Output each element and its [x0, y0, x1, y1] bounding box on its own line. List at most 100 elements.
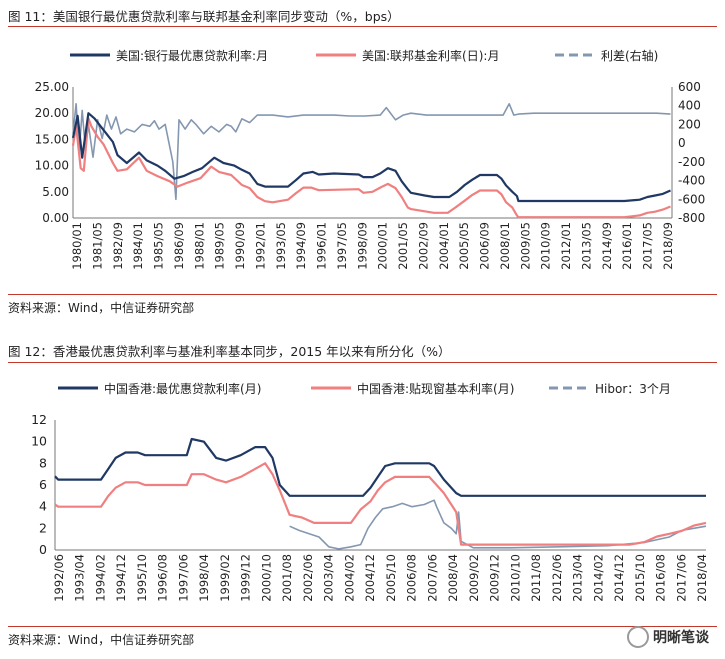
x-tick-label: 1994/02 [93, 554, 107, 602]
x-tick-label: 1993/05 [274, 222, 288, 270]
y-left-tick-label: 15.00 [35, 132, 69, 146]
x-tick-label: 2001/08 [280, 554, 294, 602]
y-tick-label: 12 [31, 412, 47, 427]
y-right-tick-label: 600 [678, 80, 701, 94]
x-tick-label: 2012/01 [559, 222, 573, 270]
x-tick-label: 1997/06 [176, 554, 190, 602]
x-tick-label: 2008/04 [446, 554, 460, 602]
y-right-tick-label: 400 [678, 99, 701, 113]
x-tick-label: 1988/01 [192, 222, 206, 270]
x-tick-label: 1994/09 [294, 222, 308, 270]
x-tick-label: 1992/06 [52, 554, 66, 602]
x-tick-label: 1998/04 [197, 554, 211, 602]
wechat-logo-icon [627, 626, 649, 648]
x-tick-label: 2002/09 [416, 222, 430, 270]
y-tick-label: 0 [39, 542, 47, 557]
series-line [71, 117, 671, 219]
x-tick-label: 1986/09 [172, 222, 186, 270]
series-line [54, 462, 707, 546]
x-tick-label: 1989/05 [213, 222, 227, 270]
legend-label: Hibor：3个月 [595, 382, 671, 396]
x-tick-label: 2017/06 [674, 554, 688, 602]
x-tick-label: 1993/04 [73, 554, 87, 602]
series-line [72, 103, 671, 201]
x-tick-label: 2014/02 [591, 554, 605, 602]
x-tick-label: 2018/09 [661, 222, 675, 270]
x-tick-label: 2008/01 [498, 222, 512, 270]
x-tick-label: 2011/08 [529, 554, 543, 602]
x-tick-label: 2009/02 [467, 554, 481, 602]
x-tick-label: 2006/09 [478, 222, 492, 270]
x-tick-label: 1981/05 [90, 222, 104, 270]
watermark-text: 明晰笔谈 [653, 630, 709, 646]
x-tick-label: 2014/09 [600, 222, 614, 270]
x-tick-label: 2004/12 [363, 554, 377, 602]
y-tick-label: 10 [31, 434, 47, 449]
figure1-title-rule [8, 26, 717, 27]
figure2-source: 资料来源：Wind，中信证券研究部 [8, 633, 195, 647]
figure1-source: 资料来源：Wind，中信证券研究部 [8, 301, 195, 315]
y-right-tick-label: -600 [678, 192, 705, 206]
legend-label: 利差(右轴) [601, 48, 658, 63]
x-tick-label: 2000/01 [376, 222, 390, 270]
x-tick-label: 2016/01 [620, 222, 634, 270]
figure1-chart: 美国:银行最优惠贷款利率:月 美国:联邦基金利率(日):月 利差(右轴) 0.00 5.… [35, 48, 706, 270]
x-tick-label: 1985/05 [152, 222, 166, 270]
x-tick-label: 2010/10 [508, 554, 522, 602]
y-tick-label: 4 [39, 499, 47, 514]
x-tick-label: 1982/09 [111, 222, 125, 270]
x-tick-label: 1984/01 [131, 222, 145, 270]
x-tick-label: 2004/02 [342, 554, 356, 602]
x-tick-label: 1998/09 [355, 222, 369, 270]
x-tick-label: 1997/05 [335, 222, 349, 270]
y-tick-label: 6 [39, 477, 47, 492]
y-left-tick-label: 10.00 [35, 159, 69, 173]
y-left-tick-label: 5.00 [42, 185, 69, 199]
y-left-tick-label: 20.00 [35, 106, 69, 120]
figure2-title: 图 12：香港最优惠贷款利率与基准利率基本同步，2015 年以来有所分化（%） [8, 344, 451, 359]
y-right-tick-label: -400 [678, 174, 705, 188]
x-tick-label: 2004/01 [437, 222, 451, 270]
x-tick-label: 2012/06 [550, 554, 564, 602]
legend-label: 美国:银行最优惠贷款利率:月 [116, 48, 268, 63]
x-tick-label: 1996/08 [156, 554, 170, 602]
x-tick-label: 2003/04 [322, 554, 336, 602]
legend-label: 美国:联邦基金利率(日):月 [362, 48, 499, 63]
x-tick-label: 1996/01 [315, 222, 329, 270]
x-tick-label: 2015/10 [633, 554, 647, 602]
y-right-tick-label: 200 [678, 117, 701, 131]
y-right-tick-label: -200 [678, 155, 705, 169]
x-tick-label: 2007/06 [425, 554, 439, 602]
x-tick-label: 2009/05 [518, 222, 532, 270]
x-tick-label: 1994/12 [114, 554, 128, 602]
series-line [54, 437, 706, 497]
x-tick-label: 2017/05 [641, 222, 655, 270]
x-tick-label: 2010/09 [539, 222, 553, 270]
x-tick-label: 2013/05 [579, 222, 593, 270]
x-tick-label: 2018/04 [695, 554, 709, 602]
y-left-tick-label: 25.00 [35, 80, 69, 94]
y-right-tick-label: -800 [678, 211, 705, 225]
x-tick-label: 2006/08 [405, 554, 419, 602]
legend-label: 中国香港:最优惠贷款利率(月) [104, 381, 261, 396]
x-tick-label: 1992/01 [253, 222, 267, 270]
x-tick-label: 1990/09 [233, 222, 247, 270]
x-tick-label: 2002/06 [301, 554, 315, 602]
figure2-chart: 中国香港:最优惠贷款利率(月) 中国香港:贴现窗基本利率(月) Hibor：3个月 0… [31, 381, 709, 602]
x-tick-label: 2014/12 [612, 554, 626, 602]
x-tick-label: 2005/05 [457, 222, 471, 270]
figure1-source-rule [8, 294, 717, 295]
y-tick-label: 8 [39, 455, 47, 470]
x-tick-label: 1980/01 [70, 222, 84, 270]
watermark: 明晰笔谈 [627, 626, 709, 649]
x-tick-label: 1999/12 [239, 554, 253, 602]
legend-label: 中国香港:贴现窗基本利率(月) [357, 381, 514, 396]
x-tick-label: 2016/08 [654, 554, 668, 602]
figure2-title-rule [8, 362, 717, 363]
x-tick-label: 2005/10 [384, 554, 398, 602]
figure2-source-rule [8, 626, 717, 627]
series-line [71, 112, 671, 203]
x-tick-label: 1999/02 [218, 554, 232, 602]
y-tick-label: 2 [39, 520, 47, 535]
x-tick-label: 2000/10 [259, 554, 273, 602]
